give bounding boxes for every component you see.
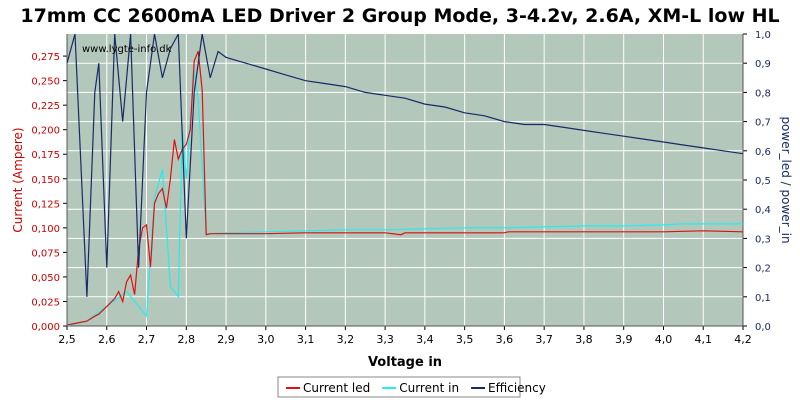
x-tick-label: 3,3 [376, 333, 394, 346]
y-left-tick-label: 0,200 [31, 126, 60, 137]
y-left-tick-label: 0,100 [31, 224, 60, 235]
plot-area: 2,5 2,6 2,7 2,8 2,9 3,0 3,1 3,2 3,3 3,4 3,5 3,6 3,7 3… [31, 30, 771, 346]
legend-label: Current led [303, 381, 370, 395]
y-right-tick-label: 0,3 [755, 234, 771, 245]
y-left-tick-label: 0,125 [31, 199, 60, 210]
legend-label: Efficiency [488, 381, 546, 395]
legend-label: Current in [399, 381, 459, 395]
x-tick-label: 3,7 [535, 333, 553, 346]
y-right-tick-label: 0,1 [755, 293, 771, 304]
series-line-current-led [67, 50, 743, 326]
x-tick-label: 2,9 [217, 333, 235, 346]
x-tick-label: 4,1 [694, 333, 712, 346]
y-left-tick-label: 0,275 [31, 52, 60, 63]
x-tick-label: 3,5 [456, 333, 474, 346]
y-right-tick-label: 0,0 [755, 322, 771, 333]
x-axis-label: Voltage in [368, 355, 442, 370]
x-tick-label: 2,5 [58, 333, 76, 346]
y-right-tick-label: 0,5 [755, 176, 771, 187]
watermark: www.lygte-info.dk [82, 44, 172, 55]
x-tick-label: 3,4 [416, 333, 434, 346]
y-left-tick-label: 0,250 [31, 77, 60, 88]
y-left-tick-label: 0,050 [31, 273, 60, 284]
y-right-tick-label: 0,8 [755, 88, 771, 99]
y-left-tick-label: 0,075 [31, 248, 60, 259]
y-left-tick-label: 0,225 [31, 101, 60, 112]
series-line-efficiency [67, 34, 743, 297]
legend: Current led Current in Efficiency [277, 376, 546, 398]
y-left-tick-label: 0,025 [31, 297, 60, 308]
y-right-tick-label: 0,7 [755, 118, 771, 129]
legend-box [277, 376, 521, 398]
y-right-tick-label: 0,2 [755, 264, 771, 275]
x-tick-label: 4,0 [655, 333, 673, 346]
x-tick-label: 3,8 [575, 333, 593, 346]
x-tick-label: 3,2 [337, 333, 355, 346]
y-left-tick-label: 0,150 [31, 175, 60, 186]
y-left-tick-label: 0,175 [31, 150, 60, 161]
x-tick-label: 4,2 [734, 333, 752, 346]
x-tick-label: 2,7 [138, 333, 156, 346]
x-tick-label: 3,0 [257, 333, 275, 346]
y-axis-label-left: Current (Ampere) [11, 127, 25, 232]
y-right-tick-label: 0,9 [755, 59, 771, 70]
x-tick-label: 2,8 [178, 333, 196, 346]
y-left-tick-label: 0,000 [31, 322, 60, 333]
x-tick-label: 3,1 [297, 333, 315, 346]
y-right-tick-label: 0,6 [755, 147, 771, 158]
x-tick-label: 3,6 [496, 333, 514, 346]
y-right-tick-label: 1,0 [755, 30, 771, 41]
x-tick-label: 3,9 [615, 333, 633, 346]
y-right-tick-label: 0,4 [755, 205, 771, 216]
x-tick-label: 2,6 [98, 333, 116, 346]
chart-title: 17mm CC 2600mA LED Driver 2 Group Mode, … [20, 5, 779, 27]
y-axis-label-right: power_led / power_in [779, 116, 793, 243]
